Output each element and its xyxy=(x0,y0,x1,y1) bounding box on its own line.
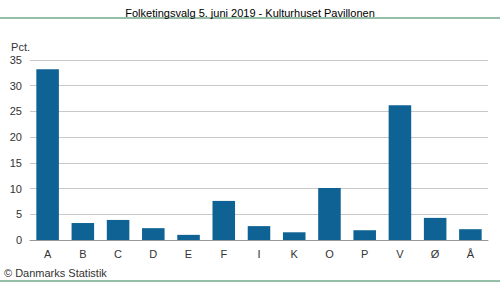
svg-text:E: E xyxy=(185,248,192,260)
svg-text:Å: Å xyxy=(467,248,475,260)
svg-text:C: C xyxy=(114,248,122,260)
svg-text:15: 15 xyxy=(10,157,22,169)
svg-text:10: 10 xyxy=(10,183,22,195)
svg-text:5: 5 xyxy=(16,208,22,220)
svg-text:O: O xyxy=(325,248,334,260)
svg-text:D: D xyxy=(149,248,157,260)
svg-text:Folketingsvalg 5. juni 2019 -: Folketingsvalg 5. juni 2019 - Kulturhuse… xyxy=(125,7,374,19)
svg-text:F: F xyxy=(220,248,227,260)
svg-text:P: P xyxy=(361,248,368,260)
svg-text:V: V xyxy=(396,248,404,260)
svg-text:A: A xyxy=(44,248,52,260)
svg-text:30: 30 xyxy=(10,80,22,92)
svg-text:B: B xyxy=(79,248,86,260)
svg-text:25: 25 xyxy=(10,105,22,117)
svg-text:35: 35 xyxy=(10,54,22,66)
svg-text:0: 0 xyxy=(16,234,22,246)
svg-text:© Danmarks Statistik: © Danmarks Statistik xyxy=(4,267,107,279)
svg-text:Pct.: Pct. xyxy=(11,41,30,53)
svg-text:I: I xyxy=(257,248,260,260)
svg-text:Ø: Ø xyxy=(431,248,440,260)
svg-text:20: 20 xyxy=(10,131,22,143)
svg-text:K: K xyxy=(291,248,299,260)
